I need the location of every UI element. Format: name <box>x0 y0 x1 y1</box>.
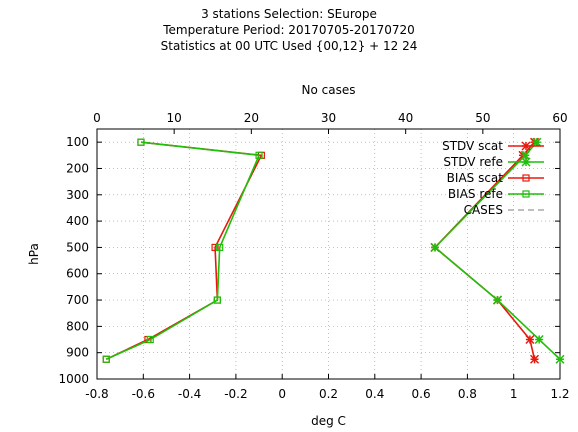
data-point-bias-refe <box>137 138 145 146</box>
series-bias-refe <box>102 138 263 363</box>
legend-label: STDV refe <box>443 155 503 169</box>
x-tick-label: -0.6 <box>132 387 155 401</box>
y-tick-label: 1000 <box>58 372 89 386</box>
x-tick-label: 0.4 <box>365 387 384 401</box>
y-tick-label: 500 <box>66 240 89 254</box>
legend-label: STDV scat <box>442 139 503 153</box>
legend-item-bias-refe: BIAS refe <box>448 187 544 201</box>
y-tick-label: 400 <box>66 214 89 228</box>
axis-ticks: -0.8 -0.6 -0.4 -0.2 0 0.2 0.4 0.6 0.8 1 1.2 0 10 20 30… <box>58 111 569 401</box>
legend-marker <box>522 190 530 198</box>
data-point-stdv-refe <box>430 242 440 252</box>
x-tick-label: 1.2 <box>550 387 569 401</box>
x-tick-label: -0.8 <box>85 387 108 401</box>
x-tick-label: -0.2 <box>224 387 247 401</box>
y-tick-label: 300 <box>66 188 89 202</box>
x-tick-label: 0.8 <box>458 387 477 401</box>
series-group <box>102 137 565 364</box>
y-tick-label: 700 <box>66 293 89 307</box>
x-tick-label: 0.2 <box>319 387 338 401</box>
data-point-bias-refe <box>102 355 110 363</box>
data-point-stdv-refe <box>492 295 503 305</box>
legend-item-stdv-refe: STDV refe <box>443 155 544 169</box>
x-axis-label: deg C <box>311 414 346 428</box>
legend-item-stdv-scat: STDV scat <box>442 139 544 153</box>
data-point-bias-refe <box>216 243 224 252</box>
data-point-stdv-scat <box>525 334 535 345</box>
y-tick-label: 600 <box>66 267 89 281</box>
legend-label: BIAS refe <box>448 187 503 201</box>
series-bias-scat <box>102 138 265 363</box>
legend-marker <box>521 157 531 167</box>
data-point-stdv-refe <box>555 354 565 364</box>
x2-tick-label: 40 <box>398 111 413 125</box>
x-tick-label: 1 <box>510 387 518 401</box>
legend: STDV scat STDV refe BIAS scat BIAS refe CASE… <box>442 139 544 217</box>
x-tick-label: -0.4 <box>178 387 201 401</box>
chart-title-line2: Temperature Period: 20170705-20170720 <box>163 23 415 37</box>
x2-tick-label: 20 <box>244 111 259 125</box>
data-point-bias-refe <box>255 151 263 159</box>
y-axis-label: hPa <box>27 243 41 265</box>
series-line-bias-scat <box>105 141 263 360</box>
data-point-stdv-refe <box>534 334 544 345</box>
legend-marker <box>522 174 530 182</box>
legend-item-bias-scat: BIAS scat <box>447 171 544 185</box>
grid <box>97 129 560 379</box>
x-tick-label: 0 <box>278 387 286 401</box>
chart-title-line3: Statistics at 00 UTC Used {00,12} + 12 2… <box>160 39 418 53</box>
x2-tick-label: 10 <box>167 111 182 125</box>
data-point-bias-refe <box>213 296 221 304</box>
x2-tick-label: 0 <box>93 111 101 125</box>
x2-tick-label: 30 <box>321 111 336 125</box>
chart-title-line1: 3 stations Selection: SEurope <box>201 7 377 21</box>
legend-marker <box>521 141 531 151</box>
data-point-bias-refe <box>146 335 154 344</box>
x2-tick-label: 60 <box>552 111 567 125</box>
legend-label: CASES <box>464 203 503 217</box>
legend-item-cases: CASES <box>464 203 544 217</box>
y-tick-label: 100 <box>66 135 89 149</box>
data-point-stdv-refe <box>532 137 542 147</box>
data-point-stdv-scat <box>530 354 540 364</box>
y-tick-label: 200 <box>66 161 89 175</box>
series-stdv-refe <box>430 137 565 364</box>
series-line-bias-refe <box>105 141 261 360</box>
y-tick-label: 900 <box>66 346 89 360</box>
data-point-bias-scat <box>211 243 219 252</box>
x-tick-label: 0.6 <box>412 387 431 401</box>
top-axis-label: No cases <box>302 83 356 97</box>
x2-tick-label: 50 <box>475 111 490 125</box>
legend-label: BIAS scat <box>447 171 504 185</box>
y-tick-label: 800 <box>66 319 89 333</box>
